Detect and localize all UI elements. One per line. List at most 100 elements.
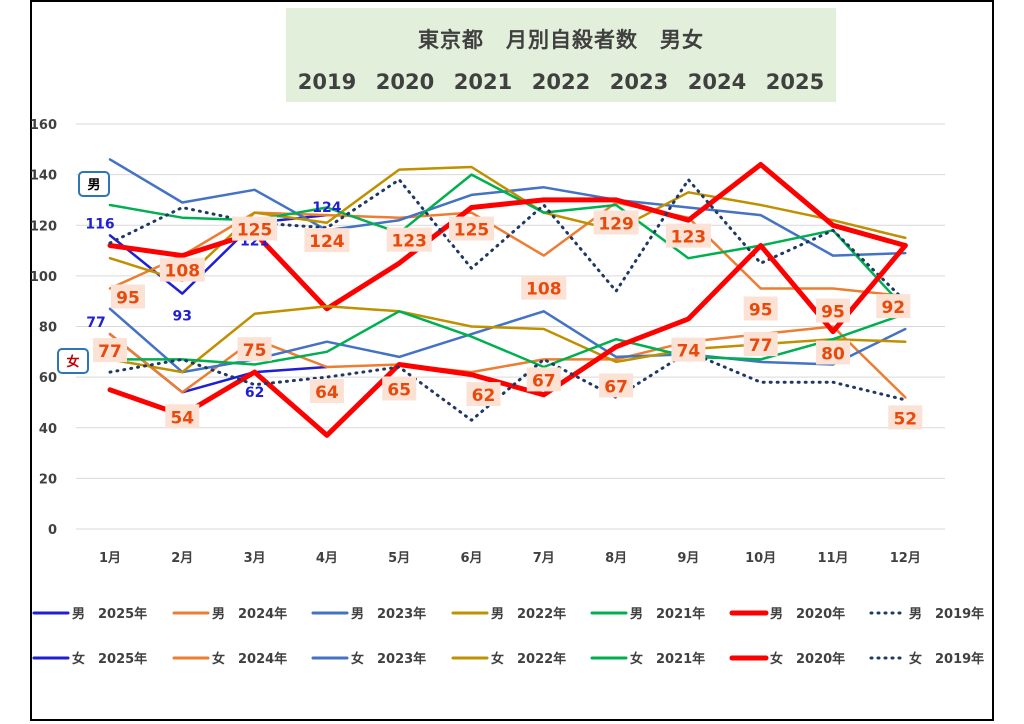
data-label: 67 bbox=[532, 371, 556, 391]
data-label-box bbox=[309, 379, 344, 403]
legend-label: 女 2020年 bbox=[770, 651, 845, 667]
data-label: 124 bbox=[312, 200, 341, 216]
data-label-box bbox=[876, 294, 911, 319]
data-label-box bbox=[599, 373, 634, 398]
legend-label: 女 2023年 bbox=[351, 651, 426, 667]
data-label-box bbox=[386, 227, 432, 252]
data-label-box bbox=[743, 332, 778, 357]
data-label-box bbox=[237, 337, 272, 362]
x-tick-label: 6月 bbox=[460, 551, 482, 566]
data-label: 64 bbox=[315, 383, 339, 403]
x-tick-label: 10月 bbox=[745, 551, 776, 566]
x-tick-label: 1月 bbox=[99, 551, 121, 566]
data-label: 95 bbox=[821, 303, 845, 323]
year-label: 2022 bbox=[531, 70, 591, 94]
y-tick-label: 40 bbox=[39, 422, 57, 437]
legend-label: 女 2025年 bbox=[72, 651, 147, 667]
x-tick-label: 3月 bbox=[244, 551, 266, 566]
data-label-box bbox=[232, 216, 278, 241]
data-label: 75 bbox=[243, 341, 267, 361]
legend-label: 男 2020年 bbox=[770, 606, 845, 622]
male-callout: 男 bbox=[87, 178, 100, 193]
x-tick-label: 4月 bbox=[316, 551, 338, 566]
x-tick-label: 9月 bbox=[677, 551, 699, 566]
data-label-box bbox=[111, 284, 145, 309]
data-label: 95 bbox=[749, 301, 773, 321]
y-tick-label: 0 bbox=[48, 523, 57, 538]
legend-label: 男 2022年 bbox=[491, 606, 566, 622]
legend-label: 女 2021年 bbox=[630, 651, 705, 667]
y-tick-label: 60 bbox=[39, 371, 57, 386]
data-label: 116 bbox=[85, 216, 114, 232]
y-tick-label: 120 bbox=[30, 219, 57, 234]
data-label: 77 bbox=[749, 336, 773, 356]
data-label-box bbox=[521, 275, 567, 300]
series-line bbox=[108, 350, 907, 422]
data-label: 62 bbox=[472, 386, 496, 406]
data-label-box bbox=[466, 382, 501, 407]
data-label: 95 bbox=[116, 289, 140, 309]
x-tick-label: 7月 bbox=[533, 551, 555, 566]
data-label: 108 bbox=[165, 262, 201, 282]
data-label-box bbox=[743, 296, 778, 321]
legend: 男 2025年 男 2024年 男 2023年 男 2022年 男 2021年 男 202… bbox=[32, 606, 984, 667]
chart-title-box: 東京都 月別自殺者数 男女 2019 2020 2021 2022 2023 2… bbox=[286, 8, 836, 102]
data-label: 124 bbox=[309, 232, 345, 252]
chart-title: 東京都 月別自殺者数 男女 bbox=[418, 28, 704, 52]
data-label: 54 bbox=[170, 408, 194, 428]
legend-label: 女 2022年 bbox=[491, 651, 566, 667]
data-label: 67 bbox=[604, 377, 628, 397]
legend-label: 男 2019年 bbox=[909, 606, 984, 622]
y-tick-label: 80 bbox=[39, 321, 57, 336]
data-label-box bbox=[165, 404, 200, 429]
year-labels: 2019 2020 2021 2022 2023 2024 2025 bbox=[286, 70, 836, 94]
data-label-box bbox=[816, 340, 850, 365]
gridlines bbox=[76, 123, 945, 530]
y-tick-label: 20 bbox=[39, 472, 57, 487]
legend-label: 男 2025年 bbox=[72, 606, 147, 622]
data-label-box bbox=[159, 257, 205, 282]
legend-label: 男 2021年 bbox=[630, 606, 705, 622]
data-label-box bbox=[593, 210, 639, 235]
data-label-box bbox=[816, 298, 850, 323]
data-labels: 1169312112477546264951081251241231251081… bbox=[85, 200, 923, 431]
year-label: 2025 bbox=[765, 70, 825, 94]
y-tick-label: 100 bbox=[30, 270, 57, 285]
year-label: 2021 bbox=[453, 70, 513, 94]
female-callout-box bbox=[57, 348, 89, 374]
legend-label: 女 2019年 bbox=[909, 651, 984, 667]
data-label: 123 bbox=[391, 232, 427, 252]
data-label: 62 bbox=[245, 385, 264, 401]
y-tick-label: 140 bbox=[30, 169, 57, 184]
data-label: 92 bbox=[881, 298, 905, 318]
data-label-box bbox=[526, 367, 561, 392]
series-lines bbox=[107, 158, 908, 438]
series-line bbox=[108, 307, 907, 374]
data-label-box bbox=[671, 337, 706, 362]
data-label-box bbox=[449, 216, 494, 241]
data-label: 123 bbox=[671, 228, 707, 248]
year-label: 2019 bbox=[297, 70, 357, 94]
year-label: 2023 bbox=[609, 70, 669, 94]
series-line bbox=[107, 243, 908, 438]
data-label-box bbox=[93, 338, 127, 363]
data-label: 125 bbox=[237, 221, 273, 241]
series-line bbox=[108, 201, 907, 298]
x-tick-label: 11月 bbox=[817, 551, 848, 566]
data-label: 77 bbox=[98, 342, 122, 362]
data-label: 74 bbox=[677, 342, 701, 362]
x-tick-label: 5月 bbox=[388, 551, 410, 566]
data-label-box bbox=[382, 376, 417, 401]
data-label: 108 bbox=[526, 280, 562, 300]
data-label: 80 bbox=[821, 345, 845, 365]
male-callout-box bbox=[78, 171, 110, 197]
data-label-box bbox=[888, 405, 923, 430]
y-tick-label: 160 bbox=[30, 118, 57, 133]
x-tick-label: 8月 bbox=[605, 551, 627, 566]
year-label: 2024 bbox=[687, 70, 747, 94]
female-callout: 女 bbox=[66, 354, 79, 370]
x-tick-label: 2月 bbox=[171, 551, 193, 566]
data-label: 65 bbox=[387, 380, 411, 400]
x-tick-label: 12月 bbox=[890, 551, 921, 566]
data-label-box bbox=[304, 228, 350, 253]
